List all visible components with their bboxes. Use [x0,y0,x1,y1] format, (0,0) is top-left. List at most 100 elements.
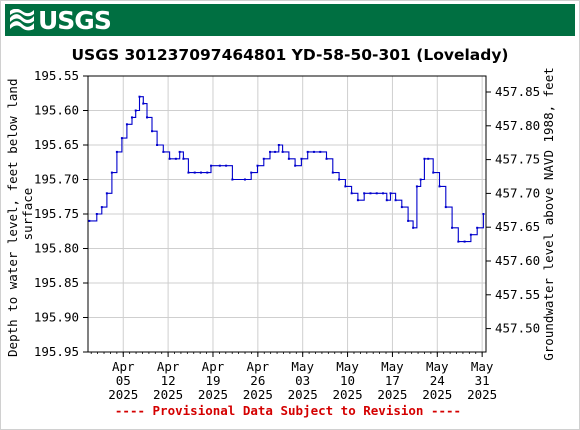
data-point [130,116,133,119]
data-point [231,178,234,181]
chart-title: USGS 301237097464801 YD-58-50-301 (Lovel… [71,46,508,64]
data-point [423,157,426,160]
data-point [482,213,485,215]
data-point [457,240,460,243]
data-point [287,157,290,160]
y2-tick-label: 457.65 [495,219,540,234]
data-point [438,185,441,188]
x-tick-label: May 17 2025 [377,359,407,402]
data-point [389,192,392,195]
data-point [225,164,228,167]
y2-tick-label: 457.60 [495,253,540,268]
data-point [350,192,353,195]
data-point [407,219,410,222]
data-point [356,199,359,202]
data-point [382,192,385,195]
data-point [151,130,154,133]
data-point [277,144,280,146]
data-point [306,150,309,153]
y-tick-label: 195.95 [34,344,79,359]
y-tick-label: 195.70 [34,172,79,187]
data-point [331,171,334,174]
y-axis-left: 195.55 195.60 195.65 195.70 195.75 195.80 195.… [34,68,88,359]
data-point [162,150,165,153]
y-axis-label: Depth to water level, feet below land su… [5,71,35,357]
data-point [415,185,418,188]
data-point [412,226,415,229]
data-point [156,144,159,146]
y-axis-label-line-1: Depth to water level, feet below land [5,79,20,357]
data-point [250,171,253,174]
y2-tick-label: 457.80 [495,118,540,133]
data-point [269,150,272,153]
x-axis: Apr 05 2025 Apr 12 2025 Apr 19 2025 Apr 26 2025 May 0… [90,352,497,402]
data-point [134,109,137,112]
series-layer [88,95,485,243]
data-point [325,157,328,160]
data-point [88,219,91,222]
provisional-notice: ---- Provisional Data Subject to Revisio… [115,403,461,418]
usgs-logo-icon [10,9,34,31]
data-point [312,150,315,153]
x-tick-label: May 10 2025 [333,359,363,402]
data-point [432,171,435,174]
y-tick-label: 195.90 [34,310,79,325]
data-point [174,157,177,160]
data-point [369,192,372,195]
data-point [294,164,297,167]
data-point [262,157,265,160]
data-point [193,171,196,174]
data-point [178,150,181,153]
y-tick-label: 195.55 [34,68,79,83]
data-point [100,206,103,209]
data-point [138,95,141,98]
usgs-banner: USGS [5,4,575,36]
data-point [256,164,259,167]
y2-tick-label: 457.75 [495,152,540,167]
data-point [200,171,203,174]
x-tick-label: May 31 2025 [467,359,497,402]
y-axis-label-line-2: surface [20,188,35,241]
data-point [394,199,397,202]
y-tick-label: 195.75 [34,206,79,221]
data-point [187,171,190,174]
data-point [375,192,378,195]
y2-tick-label: 457.70 [495,185,540,200]
data-point [95,213,98,215]
data-point [120,137,123,140]
data-point [115,150,118,153]
series-line [89,96,484,243]
x-tick-label: Apr 26 2025 [243,359,273,402]
x-tick-label: Apr 12 2025 [153,359,183,402]
data-point [451,226,454,229]
data-point [344,185,347,188]
x-tick-label: May 03 2025 [288,359,318,402]
y2-tick-label: 457.85 [495,84,540,99]
data-point [300,157,303,160]
data-point [427,157,430,160]
data-point [210,164,213,167]
data-point [243,178,246,181]
x-tick-label: Apr 05 2025 [108,359,138,402]
data-point [168,157,171,160]
y2-tick-label: 457.50 [495,321,540,336]
y-tick-label: 195.60 [34,103,79,118]
usgs-logo-text: USGS [38,5,112,35]
grid-lines [88,76,486,352]
data-point [281,150,284,153]
data-point [469,233,472,236]
y-tick-label: 195.80 [34,241,79,256]
data-point [363,192,366,195]
data-point [444,206,447,209]
data-point [385,199,388,202]
data-point [338,178,341,181]
data-point [463,240,466,243]
usgs-logo[interactable]: USGS [9,5,112,35]
data-point [105,192,108,195]
y-tick-label: 195.85 [34,275,79,290]
data-point [110,171,113,174]
y-axis-right: 457.85 457.80 457.75 457.70 457.65 457.60 457.… [486,84,540,336]
y2-axis-label: Groundwater level above NAVD 1988, feet [541,67,556,361]
data-point [274,150,277,153]
